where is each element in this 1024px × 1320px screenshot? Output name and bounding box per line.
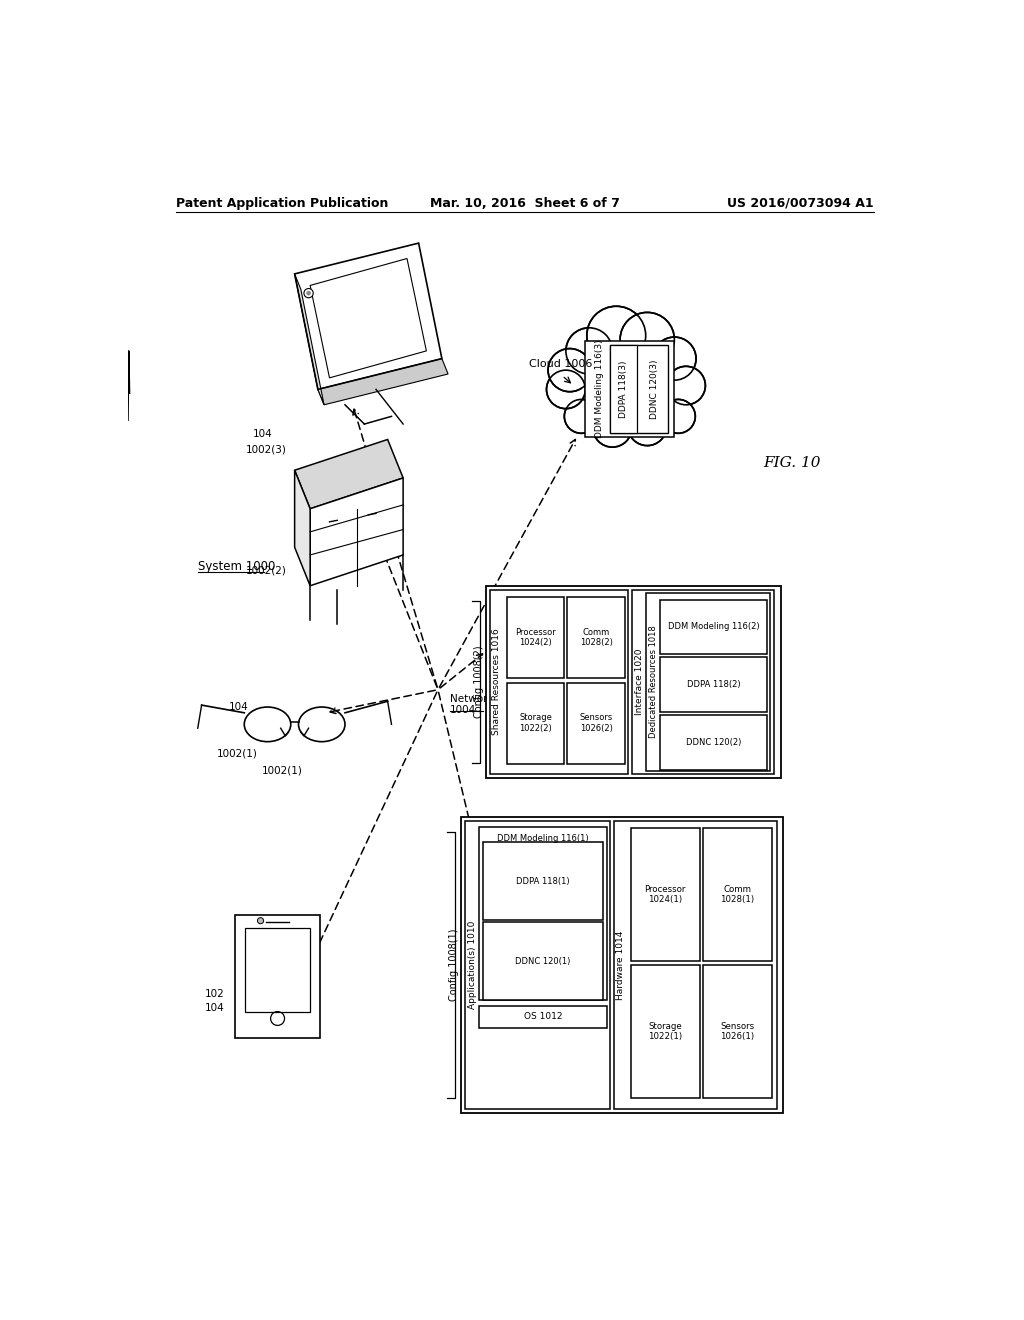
Text: DDM Modeling 116(1): DDM Modeling 116(1) bbox=[497, 834, 589, 843]
Text: DDPA 118(1): DDPA 118(1) bbox=[516, 876, 569, 886]
Bar bbox=[486, 586, 780, 779]
Bar bbox=[507, 597, 564, 678]
Text: DDNC 120(1): DDNC 120(1) bbox=[515, 957, 570, 966]
Circle shape bbox=[564, 400, 598, 433]
Text: Patent Application Publication: Patent Application Publication bbox=[176, 197, 388, 210]
Text: DDM Modeling 116(2): DDM Modeling 116(2) bbox=[668, 623, 760, 631]
Text: Mar. 10, 2016  Sheet 6 of 7: Mar. 10, 2016 Sheet 6 of 7 bbox=[430, 197, 620, 210]
Text: 1002(2): 1002(2) bbox=[246, 565, 287, 576]
Polygon shape bbox=[310, 478, 403, 586]
Circle shape bbox=[304, 289, 313, 298]
Text: 102: 102 bbox=[205, 989, 224, 999]
Text: Dedicated Resources 1018: Dedicated Resources 1018 bbox=[648, 626, 657, 738]
Text: Cloud 1006: Cloud 1006 bbox=[528, 359, 592, 370]
Bar bbox=[479, 826, 607, 1001]
Bar bbox=[660, 715, 767, 770]
Text: Processor
1024(1): Processor 1024(1) bbox=[644, 884, 686, 904]
Bar bbox=[631, 965, 699, 1098]
Text: Sensors
1026(1): Sensors 1026(1) bbox=[720, 1022, 755, 1041]
Text: 1002(1): 1002(1) bbox=[217, 748, 258, 759]
Text: OS 1012: OS 1012 bbox=[523, 1012, 562, 1022]
Text: US 2016/0073094 A1: US 2016/0073094 A1 bbox=[727, 197, 873, 210]
Text: Comm
1028(2): Comm 1028(2) bbox=[580, 628, 612, 647]
Bar bbox=[702, 965, 772, 1098]
Text: DDPA 118(2): DDPA 118(2) bbox=[687, 680, 740, 689]
Circle shape bbox=[566, 327, 612, 374]
Bar bbox=[465, 821, 610, 1109]
Bar bbox=[507, 682, 564, 763]
Circle shape bbox=[628, 407, 667, 446]
Circle shape bbox=[593, 409, 632, 447]
Bar bbox=[234, 915, 321, 1038]
Polygon shape bbox=[295, 440, 403, 508]
Text: Config 1008(2): Config 1008(2) bbox=[474, 645, 483, 718]
Text: 104: 104 bbox=[325, 499, 345, 508]
Circle shape bbox=[662, 400, 695, 433]
Bar bbox=[479, 1006, 607, 1028]
Circle shape bbox=[621, 313, 675, 367]
Bar bbox=[245, 928, 310, 1012]
Polygon shape bbox=[317, 359, 449, 405]
Text: 1002(3): 1002(3) bbox=[246, 445, 287, 454]
Bar bbox=[483, 842, 603, 920]
Text: Application(s) 1010: Application(s) 1010 bbox=[468, 921, 476, 1010]
Text: 1130: 1130 bbox=[317, 483, 343, 492]
Text: 1004: 1004 bbox=[450, 705, 476, 715]
Text: Network: Network bbox=[450, 693, 494, 704]
Bar bbox=[646, 594, 770, 771]
Text: Shared Resources 1016: Shared Resources 1016 bbox=[493, 628, 502, 735]
Polygon shape bbox=[295, 470, 310, 586]
Circle shape bbox=[548, 348, 592, 392]
Text: DDNC 120(3): DDNC 120(3) bbox=[649, 359, 658, 418]
Bar bbox=[586, 341, 675, 437]
Bar bbox=[632, 590, 774, 775]
Text: Interface 1020: Interface 1020 bbox=[635, 648, 644, 715]
Bar bbox=[613, 821, 776, 1109]
Text: FIG. 10: FIG. 10 bbox=[764, 455, 821, 470]
Bar bbox=[567, 682, 625, 763]
Bar bbox=[631, 829, 699, 961]
Text: 104: 104 bbox=[228, 702, 249, 713]
Circle shape bbox=[306, 290, 311, 296]
Bar bbox=[489, 590, 629, 775]
Text: Sensors
1026(2): Sensors 1026(2) bbox=[580, 714, 612, 733]
Text: Storage
1022(2): Storage 1022(2) bbox=[519, 714, 552, 733]
Circle shape bbox=[257, 917, 263, 924]
Bar bbox=[610, 345, 669, 433]
Circle shape bbox=[587, 306, 646, 364]
Circle shape bbox=[547, 370, 586, 409]
Text: Storage
1022(1): Storage 1022(1) bbox=[648, 1022, 682, 1041]
Text: DDPA 118(3): DDPA 118(3) bbox=[618, 360, 628, 417]
Circle shape bbox=[652, 337, 696, 380]
Bar bbox=[461, 817, 783, 1113]
Bar bbox=[702, 829, 772, 961]
Text: 104: 104 bbox=[205, 1003, 224, 1012]
Text: DDNC 120(2): DDNC 120(2) bbox=[686, 738, 741, 747]
Bar bbox=[567, 597, 625, 678]
Bar bbox=[483, 923, 603, 1001]
Polygon shape bbox=[295, 275, 324, 405]
Text: System 1000: System 1000 bbox=[198, 560, 275, 573]
Text: 104: 104 bbox=[253, 429, 272, 440]
Bar bbox=[660, 657, 767, 711]
Circle shape bbox=[667, 367, 706, 405]
Text: Comm
1028(1): Comm 1028(1) bbox=[720, 884, 755, 904]
Circle shape bbox=[582, 339, 667, 424]
Text: Hardware 1014: Hardware 1014 bbox=[616, 931, 626, 999]
Text: Config 1008(1): Config 1008(1) bbox=[449, 929, 459, 1002]
Bar bbox=[610, 345, 637, 433]
Text: Processor
1024(2): Processor 1024(2) bbox=[515, 628, 556, 647]
Bar bbox=[660, 599, 767, 655]
Text: 1002(1): 1002(1) bbox=[262, 766, 303, 776]
Text: DDM Modeling 116(3): DDM Modeling 116(3) bbox=[595, 339, 604, 438]
